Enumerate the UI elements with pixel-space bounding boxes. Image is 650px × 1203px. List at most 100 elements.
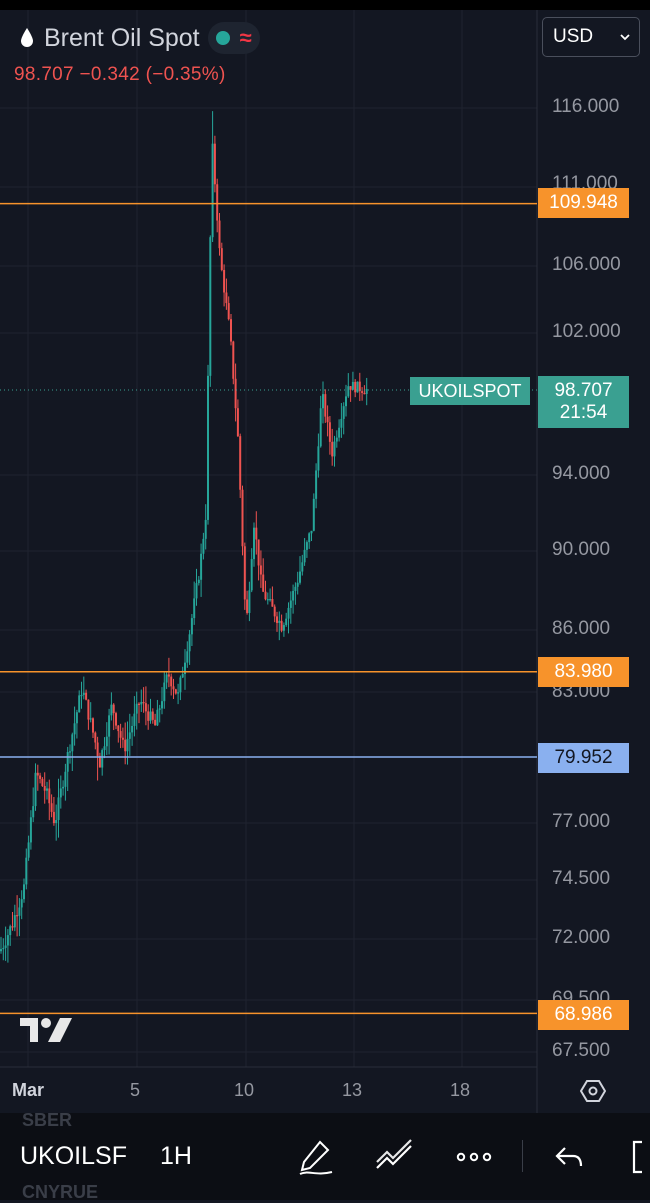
candle-body [78, 695, 81, 713]
wave-icon: ≈ [239, 25, 252, 50]
candle-body [324, 394, 327, 417]
candle-body [342, 406, 345, 419]
price-tick: 90.000 [552, 539, 611, 560]
candle-body [48, 788, 51, 804]
candle-body [69, 751, 71, 753]
candle-body [177, 692, 180, 694]
candle-body [204, 519, 207, 539]
candle-body [170, 676, 173, 687]
candle-body [340, 418, 343, 428]
candle-body [310, 530, 313, 534]
last-price: 98.707 [14, 64, 74, 85]
candle-body [195, 583, 198, 599]
candle-body [312, 498, 315, 531]
level-tag[interactable]: 109.948 [538, 188, 629, 218]
candle-body [154, 719, 157, 726]
toolbar-divider [522, 1140, 523, 1172]
candle-body [52, 811, 55, 824]
candle-body [29, 817, 32, 843]
candle-body [174, 689, 177, 694]
candle-body [338, 427, 341, 438]
candle-body [151, 711, 154, 720]
candle-body [128, 732, 131, 739]
candle-body [112, 704, 115, 714]
candle-body [278, 620, 281, 623]
price-tick: 74.500 [552, 868, 611, 889]
candle-body [308, 533, 311, 543]
candle-body [257, 539, 260, 566]
last-price-symbol-tag: UKOILSPOT [410, 377, 530, 405]
chevron-down-icon [620, 34, 630, 41]
candle-body [209, 237, 212, 376]
symbol-selector[interactable]: UKOILSF [20, 1142, 127, 1170]
candle-body [266, 599, 269, 601]
candle-body [89, 718, 92, 720]
candle-body [234, 378, 237, 409]
fullscreen-icon[interactable] [628, 1138, 650, 1178]
candle-body [345, 396, 347, 407]
candle-body [92, 718, 94, 733]
candle-body [0, 949, 2, 952]
level-tag[interactable]: 83.980 [538, 657, 629, 687]
candle-body [246, 599, 249, 613]
candle-body [356, 381, 359, 393]
candle-body [46, 788, 48, 791]
candle-body [11, 926, 14, 928]
candle-body [282, 625, 285, 631]
candle-body [135, 703, 138, 714]
candle-body [179, 677, 182, 693]
candle-body [85, 692, 88, 700]
interval-selector[interactable]: 1H [160, 1142, 192, 1170]
candle-body [16, 915, 19, 917]
candle-body [124, 739, 127, 752]
level-tag[interactable]: 68.986 [538, 1000, 629, 1030]
pen-draw-icon[interactable] [298, 1138, 334, 1178]
more-options-icon[interactable] [455, 1138, 495, 1178]
undo-icon[interactable] [553, 1138, 585, 1178]
candle-body [184, 662, 186, 675]
candle-body [25, 857, 28, 885]
candle-body [365, 388, 368, 394]
candle-body [211, 143, 214, 238]
candle-body [280, 620, 283, 631]
candle-body [296, 582, 299, 587]
level-tag[interactable]: 79.952 [538, 743, 629, 773]
candle-body [36, 772, 39, 776]
candle-body [115, 713, 117, 726]
candle-body [181, 674, 184, 678]
candle-body [202, 538, 205, 554]
candle-body [347, 386, 350, 397]
symbol-header[interactable]: Brent Oil Spot ≈ [18, 22, 260, 54]
candle-body [294, 586, 297, 591]
candlestick-series [0, 111, 368, 963]
candle-body [319, 408, 322, 447]
currency-select[interactable]: USD [542, 17, 640, 57]
candle-body [64, 771, 67, 787]
market-status-pill[interactable]: ≈ [207, 22, 260, 54]
candle-body [190, 618, 193, 635]
price-chart[interactable] [0, 10, 650, 1113]
candle-body [358, 381, 361, 392]
candle-body [236, 408, 239, 437]
candle-body [172, 686, 175, 690]
candle-body [292, 590, 295, 601]
candle-body [73, 723, 76, 735]
candle-body [269, 599, 272, 601]
candle-body [6, 935, 9, 946]
candle-body [207, 375, 209, 520]
ghost-symbol-below: CNYRUE [22, 1182, 99, 1202]
last-price-tag: 98.707 21:54 [538, 376, 629, 428]
candle-body [39, 775, 42, 779]
candle-body [322, 394, 324, 409]
candle-body [276, 616, 278, 623]
price-tick: 77.000 [552, 811, 611, 832]
candle-body [361, 391, 364, 393]
candle-body [165, 674, 168, 683]
candle-body [20, 899, 23, 908]
candle-body [315, 470, 318, 499]
candle-body [216, 184, 219, 221]
status-bar-strip [0, 0, 650, 10]
hexagon-settings-icon[interactable] [580, 1078, 606, 1104]
trend-lines-icon[interactable] [374, 1138, 416, 1178]
chart-grid [0, 10, 537, 1067]
